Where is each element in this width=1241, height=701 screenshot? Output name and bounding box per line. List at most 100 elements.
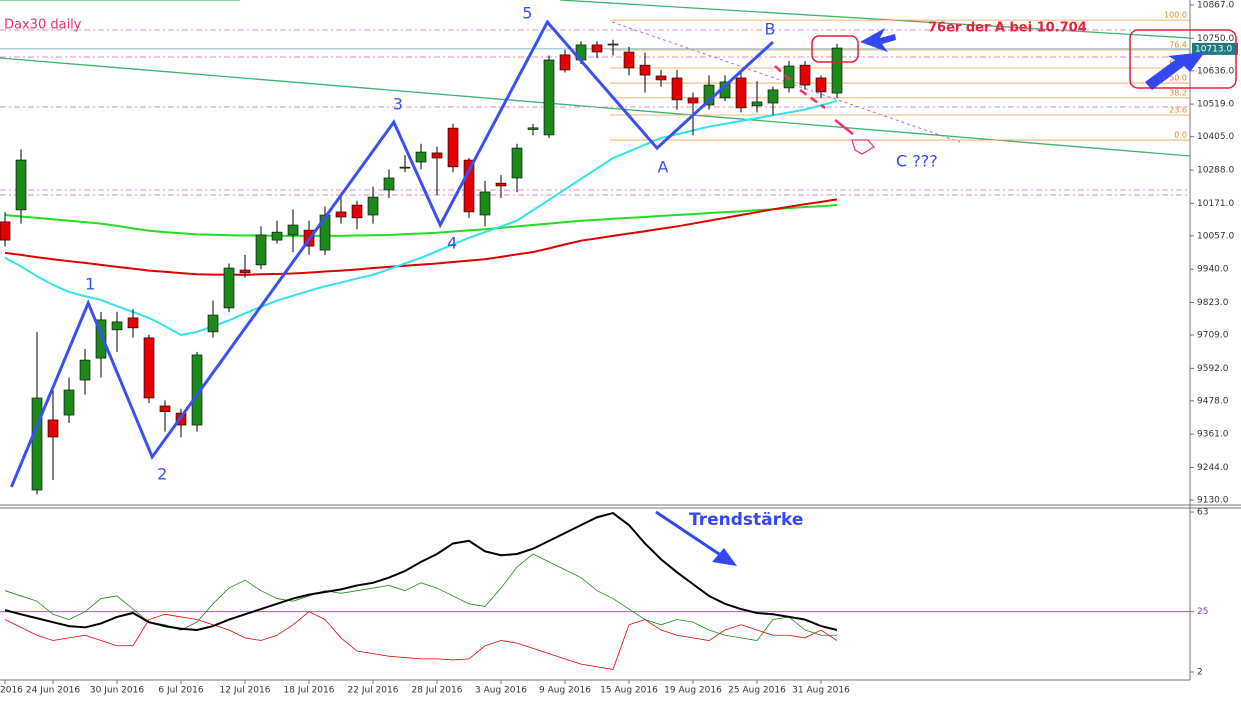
trend-line: [559, 0, 1191, 39]
candle-body: [799, 64, 811, 86]
moving-average: [4, 198, 838, 276]
candle-body: [0, 221, 11, 241]
candle-body: [79, 359, 91, 381]
candle-body: [415, 151, 427, 163]
fib-label: 0.0: [1174, 131, 1187, 140]
moving-average: [4, 100, 838, 337]
price-tag-label: 10713.0: [1195, 44, 1232, 54]
candle-body: [335, 211, 347, 218]
candle-body: [447, 127, 459, 168]
candle-body: [559, 54, 571, 71]
x-tick-label: 9 Aug 2016: [539, 686, 591, 696]
dashed-arrow: [774, 65, 791, 81]
y-tick-label: 10750.0: [1197, 34, 1234, 44]
annotation: 76er der A bei 10.704: [928, 21, 1087, 36]
highlight-box: [811, 35, 859, 63]
indicator-line: [4, 611, 838, 670]
y-tick-label: 10636.0: [1197, 66, 1234, 76]
wave-label: 4: [447, 234, 457, 253]
x-tick-label: 12 Jul 2016: [220, 686, 271, 696]
fib-label: 76.4: [1169, 41, 1187, 50]
x-tick-label: 25 Aug 2016: [728, 686, 786, 696]
projection-line: [611, 21, 961, 143]
wave-label: A: [658, 158, 669, 177]
candle-body: [543, 59, 555, 136]
y-tick-label: 10057.0: [1197, 231, 1234, 241]
trend-line: [0, 57, 1191, 157]
axis-panel: [1190, 0, 1241, 701]
arrow-head: [851, 139, 875, 155]
arrow: [712, 548, 737, 566]
candle-body: [207, 314, 219, 333]
candle-body: [831, 47, 843, 94]
candle-body: [511, 147, 523, 179]
candle-body: [783, 65, 795, 89]
candle-body: [671, 77, 683, 101]
candle-body: [639, 64, 651, 76]
x-tick-label: 15 Aug 2016: [600, 686, 658, 696]
y-tick-label: 10171.0: [1197, 199, 1234, 209]
y-tick-label: 10288.0: [1197, 166, 1234, 176]
y-tick-label: 9361.0: [1197, 430, 1229, 440]
y-tick-label: 9823.0: [1197, 298, 1229, 308]
candle-body: [623, 51, 635, 69]
wave-label: 1: [85, 275, 95, 294]
arrow: [655, 510, 726, 560]
fib-label: 23.6: [1169, 106, 1187, 115]
candle-body: [479, 191, 491, 216]
y-tick-label: 10867.0: [1197, 1, 1234, 11]
wave-label: 2: [157, 464, 167, 483]
arrow: [860, 28, 896, 52]
candle-body: [239, 269, 251, 274]
dashed-arrow: [799, 88, 826, 110]
y-tick-label: 10519.0: [1197, 100, 1234, 110]
candle-body: [47, 419, 59, 438]
indicator-line: [4, 511, 838, 632]
y-tick-label: 25: [1197, 607, 1208, 617]
candle-body: [15, 159, 27, 211]
candle-body: [815, 77, 827, 93]
candle-body: [431, 152, 443, 159]
x-tick-label: 18 Jul 2016: [284, 686, 335, 696]
y-tick-label: 9592.0: [1197, 364, 1229, 374]
candle-body: [223, 267, 235, 309]
annotations: [655, 28, 1237, 566]
indicator-line: [4, 553, 837, 641]
dashed-arrow: [834, 119, 854, 135]
y-tick-label: 10405.0: [1197, 132, 1234, 142]
x-tick-label: 31 Aug 2016: [792, 686, 850, 696]
candle-body: [143, 337, 155, 399]
fib-label: 50.0: [1169, 74, 1187, 83]
candle-body: [463, 159, 475, 213]
candle-body: [495, 182, 507, 187]
y-tick-label: 9130.0: [1197, 496, 1229, 506]
moving-average: [4, 204, 838, 237]
candle-body: [751, 101, 763, 107]
wave-line: [10, 19, 775, 488]
y-tick-label: 9244.0: [1197, 463, 1229, 473]
x-tick-label: 3 Aug 2016: [475, 686, 527, 696]
x-tick-label: 6 Jul 2016: [158, 686, 203, 696]
x-tick-label: 2016: [0, 686, 23, 696]
decorations: [0, 0, 1191, 196]
wave-label: B: [765, 20, 776, 39]
candle-body: [63, 389, 75, 416]
candle-body: [271, 231, 283, 241]
chart-title: Dax30 daily: [4, 18, 82, 33]
candle-body: [287, 224, 299, 236]
candle-body: [31, 397, 43, 491]
arrow: [1145, 52, 1205, 90]
candle-body: [591, 44, 603, 53]
y-tick-label: 63: [1197, 508, 1208, 518]
candle-body: [159, 405, 171, 412]
candle-body: [367, 196, 379, 216]
candle-body: [735, 77, 747, 109]
y-tick-label: 9478.0: [1197, 396, 1229, 406]
candle-body: [399, 166, 411, 169]
y-tick-label: 2: [1197, 668, 1203, 678]
wave-label: 3: [393, 95, 403, 114]
candle-body: [655, 75, 667, 81]
candle-body: [687, 97, 699, 104]
